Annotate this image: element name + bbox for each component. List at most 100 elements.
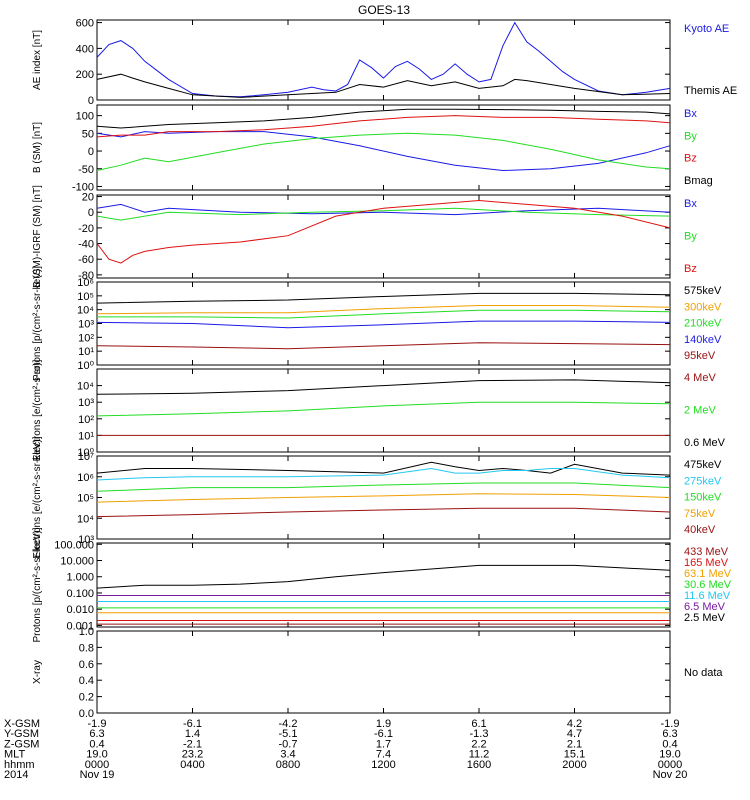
panel-ae: 0 200 400 600 AE index [nT] Kyoto AE Themis AE bbox=[32, 18, 737, 107]
series-line-140kev bbox=[96, 320, 671, 329]
y-tick-label: 200 bbox=[76, 69, 94, 81]
series-line-2.5-mev bbox=[96, 564, 671, 589]
panel-xray: 0.0 0.2 0.4 0.6 0.8 1.0 X-ray No data bbox=[32, 626, 723, 720]
footer-value: Nov 20 bbox=[653, 769, 688, 781]
footer-value: 15.1 bbox=[564, 749, 585, 761]
panel-electrons_mev: 10⁰ 10¹ 10² 10³ 10⁴ Electrons [e/(cm²-s-sr)] 4… bbox=[32, 359, 726, 461]
legend-label: 2.5 MeV bbox=[684, 612, 726, 624]
legend-label: Bx bbox=[684, 198, 697, 210]
legend-label: 30.6 MeV bbox=[684, 579, 732, 591]
y-tick-label: -40 bbox=[78, 239, 94, 251]
legend-label: Kyoto AE bbox=[684, 23, 729, 35]
series-line-bx bbox=[96, 203, 671, 216]
y-tick-label: 0.001 bbox=[66, 620, 94, 632]
y-tick-label: 10⁷ bbox=[78, 451, 94, 463]
y-tick-label: 0.8 bbox=[79, 642, 94, 654]
series-line-by bbox=[96, 132, 671, 171]
footer-value: 6.3 bbox=[662, 728, 677, 740]
legend-label: 165 MeV bbox=[684, 557, 729, 569]
footer-value: 6.3 bbox=[89, 728, 104, 740]
y-tick-label: 10⁵ bbox=[77, 291, 94, 303]
series-line-0.6-mev bbox=[96, 379, 671, 395]
legend-label: 140keV bbox=[684, 334, 722, 346]
series-line-150kev bbox=[96, 482, 671, 492]
y-tick-label: 10⁰ bbox=[77, 360, 94, 372]
legend-label: 150keV bbox=[684, 492, 722, 504]
legend-label: 2 MeV bbox=[684, 405, 716, 417]
panel-frame bbox=[96, 194, 671, 279]
y-tick-label: 10³ bbox=[78, 319, 94, 331]
footer-value: 2.2 bbox=[471, 738, 486, 750]
y-tick-label: 10.000 bbox=[60, 556, 94, 568]
y-tick-label: 10¹ bbox=[78, 346, 94, 358]
footer-value: 0000 bbox=[85, 759, 109, 771]
y-tick-label: 10² bbox=[78, 414, 94, 426]
y-tick-label: 20 bbox=[82, 192, 94, 204]
legend-label: 475keV bbox=[684, 459, 722, 471]
legend-label: 0.6 MeV bbox=[684, 437, 726, 449]
y-tick-label: -80 bbox=[78, 270, 94, 282]
y-axis-label: Protons [p/(cm²-s-sr-keV)] bbox=[32, 527, 43, 642]
y-tick-label: -20 bbox=[78, 223, 94, 235]
series-line-300kev bbox=[96, 305, 671, 315]
series-line-2-mev bbox=[96, 401, 671, 417]
y-axis-label: AE index [nT] bbox=[32, 30, 43, 90]
y-tick-label: 0.4 bbox=[79, 675, 94, 687]
series-line-575kev bbox=[96, 292, 671, 304]
legend-label: 6.5 MeV bbox=[684, 601, 726, 613]
series-line-bx bbox=[96, 131, 671, 172]
series-line-themis-ae bbox=[96, 73, 671, 98]
legend-label: Bmag bbox=[684, 175, 713, 187]
footer-value: -6.1 bbox=[183, 718, 202, 730]
footer-value: 0400 bbox=[180, 759, 204, 771]
footer-value: 4.2 bbox=[567, 718, 582, 730]
y-tick-label: 10³ bbox=[78, 397, 94, 409]
panel-frame bbox=[96, 368, 671, 453]
footer-value: 11.2 bbox=[469, 749, 490, 761]
legend-label: 300keV bbox=[684, 301, 722, 313]
orbit-info-footer: X-GSM -1.9 -6.1 -4.2 1.9 6.1 4.2 -1.9 Y-GSM 6.3 1.… bbox=[4, 718, 687, 781]
legend-label: 63.1 MeV bbox=[684, 568, 732, 580]
footer-value: -1.9 bbox=[88, 718, 107, 730]
footer-value: -4.2 bbox=[279, 718, 298, 730]
panel-note: No data bbox=[684, 667, 723, 679]
panel-protons_mev: 0.001 0.010 0.100 1.000 10.000 100.000 Protons… bbox=[32, 527, 732, 642]
panel-bdiff: -80 -60 -40 -20 0 20 B (SM)-IGRF (SM) [nT] Bx By… bbox=[32, 185, 697, 288]
footer-value: 0800 bbox=[276, 759, 300, 771]
footer-value: 1200 bbox=[371, 759, 395, 771]
y-tick-label: -60 bbox=[78, 254, 94, 266]
series-line-bmag bbox=[96, 108, 671, 129]
footer-value: 3.4 bbox=[280, 749, 295, 761]
footer-value: 1.7 bbox=[376, 738, 391, 750]
y-tick-label: 0 bbox=[88, 95, 94, 107]
panel-frame bbox=[96, 630, 671, 714]
y-tick-label: 0.6 bbox=[79, 659, 94, 671]
footer-value: 1.9 bbox=[376, 718, 391, 730]
footer-value: -0.7 bbox=[279, 738, 298, 750]
footer-value: -1.9 bbox=[661, 718, 680, 730]
legend-label: 95keV bbox=[684, 350, 716, 362]
series-line-bz bbox=[96, 115, 671, 138]
legend-label: 275keV bbox=[684, 475, 722, 487]
y-tick-label: 600 bbox=[76, 18, 94, 30]
footer-value: 0000 bbox=[658, 759, 682, 771]
legend-label: 575keV bbox=[684, 285, 722, 297]
series-line-95kev bbox=[96, 342, 671, 350]
footer-value: 19.0 bbox=[86, 749, 107, 761]
legend-label: 4 MeV bbox=[684, 372, 716, 384]
footer-value: 4.7 bbox=[567, 728, 582, 740]
legend-label: 11.6 MeV bbox=[684, 590, 731, 602]
series-line-275kev bbox=[96, 467, 671, 481]
footer-row-label: Y-GSM bbox=[4, 728, 39, 740]
series-line-75kev bbox=[96, 493, 671, 503]
series-line-kyoto-ae bbox=[96, 21, 671, 98]
y-tick-label: -50 bbox=[78, 164, 94, 176]
legend-label: 75keV bbox=[684, 508, 716, 520]
y-tick-label: 10² bbox=[78, 332, 94, 344]
y-tick-label: 10⁶ bbox=[77, 277, 94, 289]
y-tick-label: 1.000 bbox=[66, 572, 94, 584]
y-axis-label: Protons [p/(cm²-s-sr-keV)] bbox=[32, 266, 43, 381]
